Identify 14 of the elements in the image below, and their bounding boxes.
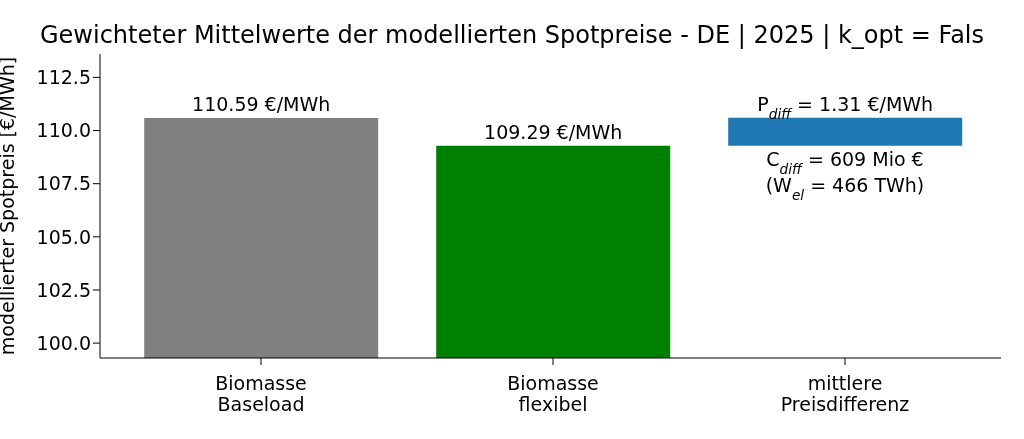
- x-tick-label: mittlere Preisdifferenz: [780, 372, 910, 415]
- x-tick-label: Biomasse Baseload: [215, 372, 307, 415]
- y-tick-label: 107.5: [36, 172, 91, 195]
- y-tick-label: 105.0: [36, 225, 91, 248]
- y-tick-label: 110.0: [36, 119, 91, 142]
- chart-title: Gewichteter Mittelwerte der modellierten Spotpreise - DE | 2025 | k_opt = Fals: [38, 20, 986, 50]
- y-tick-label: 112.5: [36, 66, 91, 89]
- data-label: 109.29 €/MWh: [484, 120, 623, 143]
- data-label: 110.59 €/MWh: [192, 92, 331, 115]
- data-label: P$_{diff}$ = 1.31 €/MWh: [757, 92, 934, 122]
- y-tick-label: 102.5: [36, 278, 91, 301]
- x-tick-label: Biomasse flexibel: [507, 372, 599, 415]
- y-axis-title: modellierter Spotpreis [€/MWh]: [0, 56, 18, 356]
- y-tick-label: 100.0: [36, 331, 91, 354]
